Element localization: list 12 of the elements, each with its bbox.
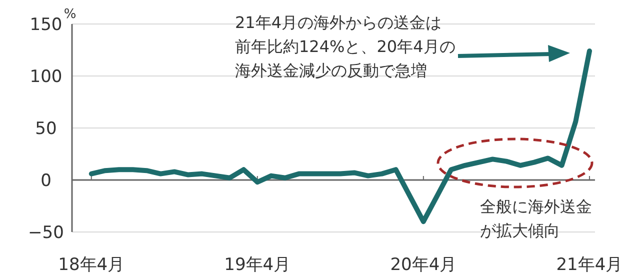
x-tick-label: 21年4月	[556, 255, 623, 275]
y-tick-label: −50	[28, 223, 64, 243]
y-tick-label: 0	[40, 171, 52, 191]
annotation: 全般に海外送金が拡大傾向	[480, 197, 592, 240]
y-axis-title: %	[64, 7, 76, 22]
y-tick-label: 150	[30, 15, 62, 35]
annotation: 21年4月の海外からの送金は前年比約124%と、20年4月の海外送金減少の反動で急増	[235, 13, 456, 80]
x-tick-label: 20年4月	[390, 255, 457, 275]
x-tick-label: 18年4月	[58, 255, 125, 275]
y-tick-label: 50	[35, 119, 57, 139]
y-tick-label: 100	[30, 67, 62, 87]
x-tick-label: 19年4月	[224, 255, 291, 275]
